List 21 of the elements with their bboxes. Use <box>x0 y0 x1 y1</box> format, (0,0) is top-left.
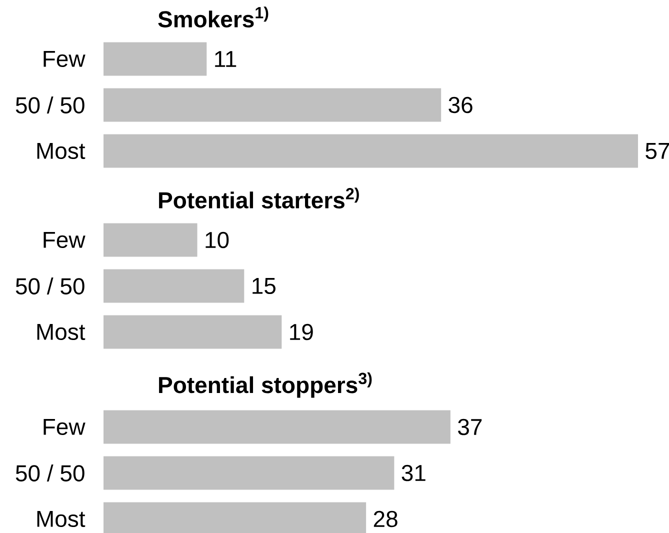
y-tick-label: 50 / 50 <box>16 96 84 114</box>
chart-title: Potential starters$^{2)}$ <box>159 188 359 208</box>
y-tick-label: Few <box>44 232 86 248</box>
y-tick-label: Few <box>44 418 86 436</box>
data-label: 10 <box>206 232 229 248</box>
y-tick-label: 50 / 50 <box>16 464 84 482</box>
data-label: 57 <box>646 142 669 160</box>
y-tick-label: Most <box>37 510 86 528</box>
data-label: 19 <box>290 324 313 340</box>
chart-title: Potential stoppers$^{3)}$ <box>159 372 372 398</box>
data-label: 28 <box>374 510 398 528</box>
data-label: 37 <box>458 418 482 436</box>
chart-title: Smokers$^{1)}$ <box>158 6 268 28</box>
y-tick-label: 50 / 50 <box>16 278 84 294</box>
data-label: 11 <box>215 51 236 67</box>
data-label: 15 <box>252 278 276 294</box>
y-tick-label: Most <box>37 142 86 160</box>
data-label: 36 <box>448 96 472 114</box>
y-tick-label: Few <box>44 50 86 68</box>
y-tick-label: Most <box>37 324 86 340</box>
data-label: 31 <box>402 464 426 482</box>
